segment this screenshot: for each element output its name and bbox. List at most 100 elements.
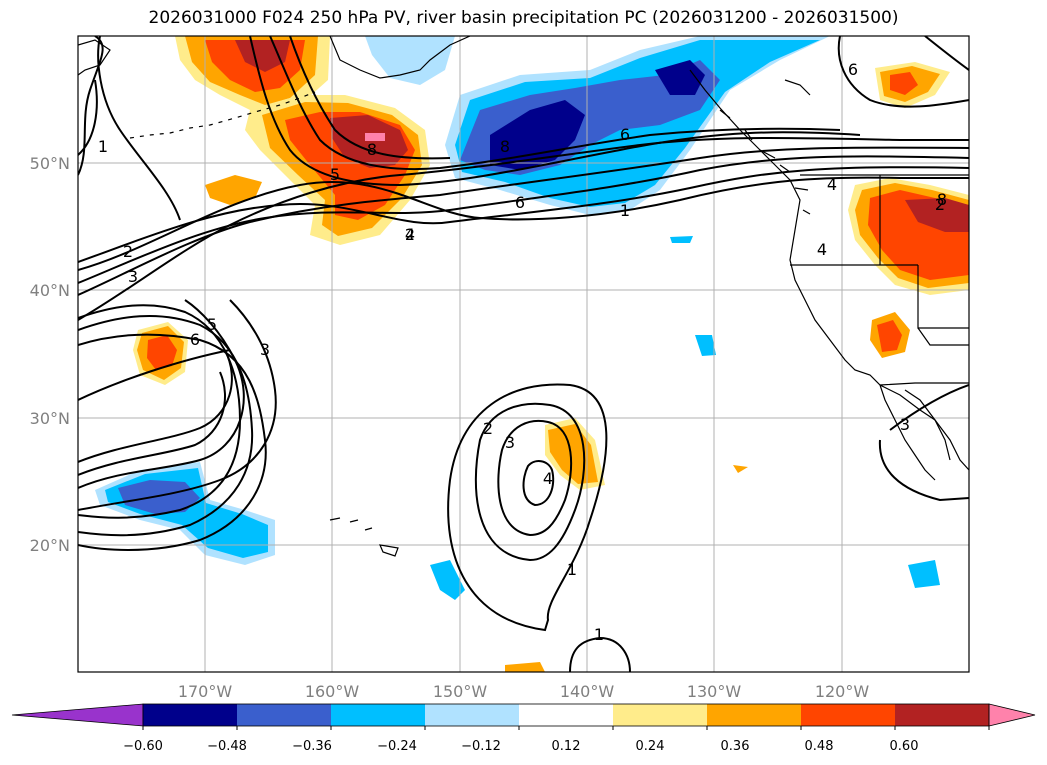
coastal-detail <box>784 79 811 215</box>
colorbar-tick-label: −0.36 <box>292 739 332 754</box>
positive-anomaly-region <box>733 465 748 473</box>
pv-contour-nw-1 <box>97 36 181 221</box>
pv-contour-se <box>878 384 969 502</box>
pv-contour-2 <box>78 166 969 263</box>
contour-label: 5 <box>207 315 217 334</box>
colorbar-bin <box>895 704 990 726</box>
colorbar-extend-max <box>988 703 1036 727</box>
negative-anomaly-region <box>490 100 585 170</box>
colorbar-tick-label: 0.48 <box>805 739 834 754</box>
contour-label: 4 <box>817 240 827 259</box>
positive-anomaly-region <box>877 320 902 352</box>
colorbar-bin <box>143 704 238 726</box>
positive-anomaly-region <box>905 198 969 232</box>
pv-contour-west-top <box>78 36 104 176</box>
lon-label: 150°W <box>433 682 488 701</box>
lon-label: 140°W <box>560 682 615 701</box>
contour-label: 1 <box>98 137 108 156</box>
colorbar-tick-label: −0.12 <box>461 739 501 754</box>
colorbar-tick-label: −0.24 <box>377 739 417 754</box>
map-title: 2026031000 F024 250 hPa PV, river basin … <box>148 8 899 28</box>
bc-islands <box>719 109 791 173</box>
colorbar-bin <box>613 704 708 726</box>
colorbar-outline <box>142 703 990 727</box>
pv-contour-high-3 <box>497 420 573 537</box>
negative-anomaly-region <box>655 60 705 95</box>
graticule <box>78 36 969 672</box>
contour-label: 5 <box>330 165 340 184</box>
contour-label: 4 <box>543 469 553 488</box>
lon-label: 130°W <box>687 682 742 701</box>
contour-label: 4 <box>827 175 837 194</box>
hawaii-islands <box>329 517 399 557</box>
lon-label: 170°W <box>178 682 233 701</box>
colorbar-tick-label: −0.48 <box>207 739 247 754</box>
longitude-labels: 170°W 160°W 150°W 140°W 130°W 120°W <box>178 682 870 701</box>
contour-label: 2 <box>123 242 133 261</box>
contour-label: 1 <box>620 201 630 220</box>
positive-anomaly-region <box>548 424 598 484</box>
lat-label: 50°N <box>30 154 70 173</box>
contour-label: 3 <box>260 340 270 359</box>
contour-label: 3 <box>128 267 138 286</box>
pv-contour-4 <box>78 146 969 296</box>
colorbar-tick-label: 0.12 <box>552 739 581 754</box>
colorbar-bin <box>237 704 332 726</box>
pv-contour-8 <box>269 36 841 171</box>
negative-anomaly-region <box>695 335 716 356</box>
latitude-labels: 50°N 40°N 30°N 20°N <box>30 154 70 555</box>
pv-contour-8b <box>289 36 451 160</box>
coastlines <box>78 36 969 557</box>
aleutian-islands <box>129 91 316 139</box>
alaska-coastline <box>329 36 471 79</box>
positive-anomaly-region <box>505 662 545 672</box>
colorbar-bin <box>801 704 896 726</box>
positive-anomaly-region <box>205 175 262 205</box>
positive-anomaly-region <box>365 133 385 141</box>
contour-label: 4 <box>405 225 415 244</box>
pv-contour-5 <box>78 136 969 321</box>
pv-contours <box>78 36 969 672</box>
pv-contour-west-low <box>78 299 277 511</box>
pv-contour-high-1 <box>447 383 608 632</box>
negative-anomaly-region <box>365 36 455 85</box>
pv-contour-high-2 <box>474 402 586 562</box>
contour-label: 6 <box>515 193 525 212</box>
negative-anomaly-region <box>670 236 693 243</box>
contour-label: 6 <box>620 125 630 144</box>
lon-label: 160°W <box>305 682 360 701</box>
contour-label: 1 <box>567 560 577 579</box>
pv-contour-ne-6 <box>837 36 969 108</box>
map-frame <box>77 35 970 673</box>
contour-label: 2 <box>405 225 415 244</box>
pv-contour-bottom-1 <box>569 636 631 672</box>
negative-anomaly-region <box>118 480 200 514</box>
pv-contour-west-3 <box>78 314 254 537</box>
contour-label: 2 <box>935 195 945 214</box>
precipitation-shading <box>95 36 969 672</box>
colorbar <box>11 703 1036 730</box>
pv-contour-west-arc <box>78 299 245 489</box>
positive-anomaly-region <box>890 72 918 95</box>
pv-contour-3 <box>78 155 969 284</box>
pv-contour-west-5 <box>78 349 233 463</box>
colorbar-tick-label: 0.36 <box>721 739 750 754</box>
colorbar-tick-label: 0.60 <box>890 739 919 754</box>
north-america-coastline <box>689 69 969 471</box>
lat-label: 40°N <box>30 281 70 300</box>
colorbar-tick-label: 0.24 <box>636 739 665 754</box>
colorbar-extend-min <box>11 703 144 727</box>
colorbar-tick-label: −0.60 <box>123 739 163 754</box>
colorbar-bin <box>707 704 802 726</box>
contour-label: 6 <box>190 330 200 349</box>
pv-contour-high-4 <box>522 460 555 507</box>
colorbar-bin <box>519 704 614 726</box>
kamchatka-coast <box>78 39 111 76</box>
pv-contour-west-6 <box>78 371 226 476</box>
contour-label: 8 <box>500 137 510 156</box>
lon-label: 120°W <box>815 682 870 701</box>
contour-label: 3 <box>900 415 910 434</box>
colorbar-bin <box>331 704 426 726</box>
